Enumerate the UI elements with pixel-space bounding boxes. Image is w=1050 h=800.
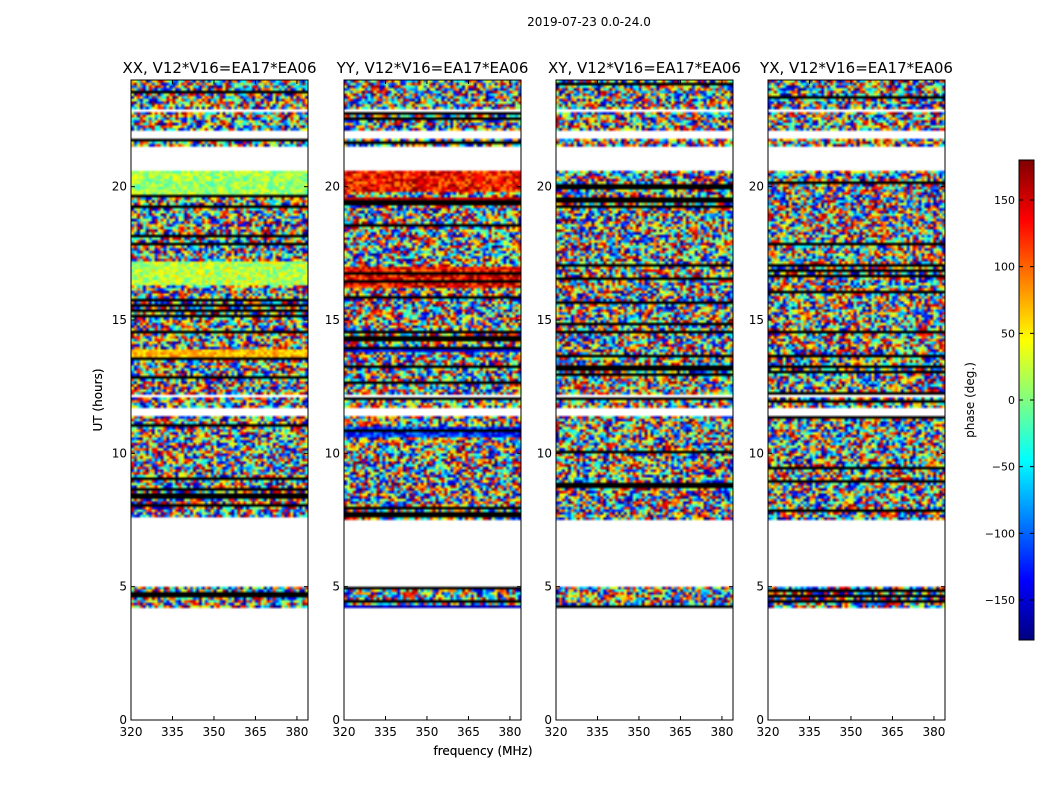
panel-frame — [767, 79, 946, 721]
phase-heatmap-xx — [131, 80, 308, 720]
y-tick-label: 10 — [325, 446, 340, 460]
x-tick-label: 320 — [120, 725, 143, 739]
y-tick-label: 0 — [756, 713, 764, 727]
panel-frame — [130, 79, 309, 721]
colorbar-tick-label: 0 — [1008, 394, 1015, 407]
x-tick-label: 365 — [457, 725, 480, 739]
y-tick-label: 20 — [537, 180, 552, 194]
colorbar-tick-label: −100 — [985, 527, 1015, 540]
x-tick-label: 365 — [881, 725, 904, 739]
panel-title: YX, V12*V16=EA17*EA06 — [759, 59, 953, 77]
colorbar-tick-label: −50 — [992, 461, 1015, 474]
x-tick-label: 335 — [586, 725, 609, 739]
y-tick-label: 10 — [112, 446, 127, 460]
colorbar-tick-label: 100 — [994, 261, 1015, 274]
x-tick-label: 380 — [710, 725, 733, 739]
x-tick-label: 380 — [285, 725, 308, 739]
x-tick-label: 320 — [333, 725, 356, 739]
y-tick-label: 0 — [332, 713, 340, 727]
x-tick-label: 350 — [628, 725, 651, 739]
x-tick-label: 320 — [757, 725, 780, 739]
colorbar-tick-label: 150 — [994, 194, 1015, 207]
figure-title: 2019-07-23 0.0-24.0 — [527, 15, 651, 29]
y-axis-label: UT (hours) — [91, 368, 105, 431]
phase-heatmap-xy — [556, 80, 733, 720]
x-tick-label: 365 — [244, 725, 267, 739]
x-tick-label: 335 — [161, 725, 184, 739]
y-tick-label: 20 — [749, 180, 764, 194]
phase-heatmap-yy — [344, 80, 521, 720]
colorbar-tick-label: 50 — [1001, 327, 1015, 340]
x-tick-label: 350 — [203, 725, 226, 739]
phase-heatmap-yx — [768, 80, 945, 720]
y-tick-label: 10 — [749, 446, 764, 460]
x-tick-label: 335 — [374, 725, 397, 739]
panel-frame — [343, 79, 522, 721]
panel-yx: YX, V12*V16=EA17*EA06 0 5 10 15 20 320 335 350 36… — [749, 59, 953, 739]
y-tick-label: 15 — [537, 313, 552, 327]
colorbar-tick-label: −150 — [985, 594, 1015, 607]
x-tick-label: 335 — [798, 725, 821, 739]
y-tick-label: 5 — [756, 580, 764, 594]
colorbar-label: phase (deg.) — [963, 362, 977, 438]
y-tick-label: 20 — [112, 180, 127, 194]
x-axis-label: frequency (MHz) — [433, 744, 532, 758]
phase-colorbar: 150 100 50 0 −50 −100 −150 phase (deg.) — [963, 159, 1035, 641]
panel-frame — [555, 79, 734, 721]
y-tick-label: 20 — [325, 180, 340, 194]
x-tick-label: 350 — [840, 725, 863, 739]
y-tick-label: 15 — [325, 313, 340, 327]
panel-xy: XY, V12*V16=EA17*EA06 0 5 10 15 20 320 335 350 36… — [537, 59, 741, 739]
y-tick-label: 15 — [749, 313, 764, 327]
y-tick-label: 0 — [544, 713, 552, 727]
y-tick-label: 5 — [544, 580, 552, 594]
panel-title: XX, V12*V16=EA17*EA06 — [122, 59, 316, 77]
x-tick-label: 380 — [498, 725, 521, 739]
panels: XX, V12*V16=EA17*EA06 0 5 10 15 20 320 335 350 36… — [91, 59, 953, 758]
x-tick-label: 365 — [669, 725, 692, 739]
y-tick-label: 10 — [537, 446, 552, 460]
y-tick-label: 15 — [112, 313, 127, 327]
y-tick-label: 5 — [119, 580, 127, 594]
y-tick-label: 0 — [119, 713, 127, 727]
panel-title: XY, V12*V16=EA17*EA06 — [548, 59, 741, 77]
y-tick-label: 5 — [332, 580, 340, 594]
panel-yy: YY, V12*V16=EA17*EA06 0 5 10 15 20 320 335 350 36… — [91, 59, 533, 758]
panel-xx: XX, V12*V16=EA17*EA06 0 5 10 15 20 320 335 350 36… — [91, 59, 533, 758]
x-tick-label: 380 — [922, 725, 945, 739]
x-axis-label: frequency (MHz) — [433, 744, 532, 758]
x-tick-label: 350 — [416, 725, 439, 739]
x-tick-label: 320 — [545, 725, 568, 739]
y-axis-label: UT (hours) — [91, 368, 105, 431]
panel-title: YY, V12*V16=EA17*EA06 — [336, 59, 529, 77]
